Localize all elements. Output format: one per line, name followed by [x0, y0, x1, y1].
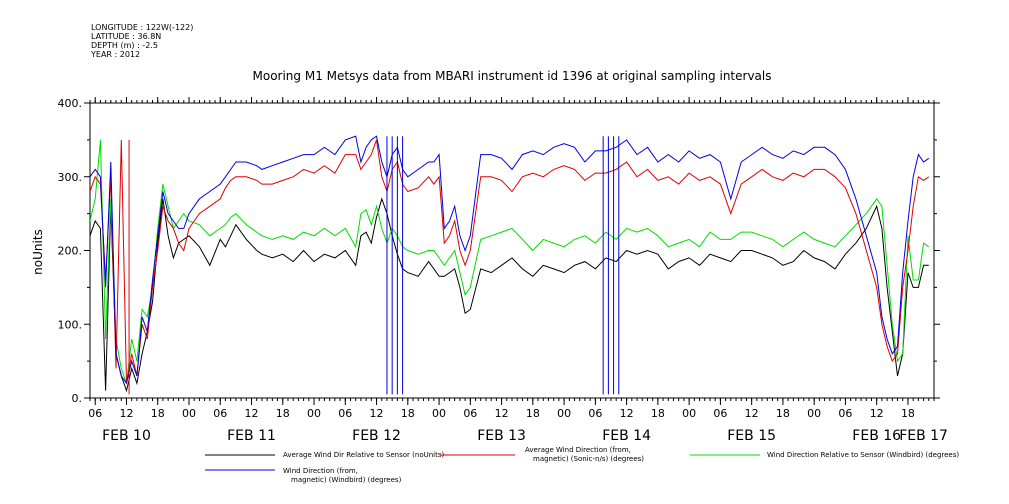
- x-tick-label: 06: [838, 407, 852, 420]
- y-tick-label: 0.: [72, 392, 83, 405]
- legend-label-0: Average Wind Dir Relative to Sensor (noU…: [283, 451, 444, 459]
- x-date-label: FEB 15: [727, 428, 776, 444]
- x-tick-label: 00: [307, 407, 321, 420]
- x-tick-label: 00: [182, 407, 196, 420]
- x-tick-label: 12: [119, 407, 133, 420]
- legend-label-3: Wind Direction (from, magnetic) (Windbird…: [283, 467, 402, 484]
- x-tick-label: 18: [651, 407, 665, 420]
- x-date-label: FEB 10: [102, 428, 151, 444]
- legend-label-line: magnetic) (Sonic-n/s) (degrees): [533, 455, 644, 463]
- x-tick-label: 18: [526, 407, 540, 420]
- x-tick-label: 06: [338, 407, 352, 420]
- x-date-label: FEB 12: [352, 428, 401, 444]
- x-tick-label: 06: [463, 407, 477, 420]
- y-tick-label: 400.: [58, 97, 83, 110]
- x-tick-label: 00: [807, 407, 821, 420]
- series-line-2: [90, 139, 930, 384]
- y-tick-label: 100.: [58, 318, 83, 331]
- x-tick-label: 12: [620, 407, 634, 420]
- series-line-1: [90, 139, 930, 384]
- legend-label-line: Average Wind Direction (from,: [525, 446, 631, 454]
- x-tick-label: 18: [151, 407, 165, 420]
- y-tick-label: 200.: [58, 245, 83, 258]
- x-tick-label: 00: [432, 407, 446, 420]
- x-tick-label: 12: [745, 407, 759, 420]
- plot-area: 0. 100. 200. 300. 400. 06 12 18 00 06 12 18 00 06 12 18…: [58, 97, 948, 444]
- x-tick-label: 18: [901, 407, 915, 420]
- x-date-label: FEB 17: [899, 428, 948, 444]
- legend-label-line: magnetic) (Windbird) (degrees): [291, 476, 402, 484]
- legend-label-1: Average Wind Direction (from, magnetic) (…: [525, 446, 644, 463]
- x-tick-label: 00: [682, 407, 696, 420]
- legend-label-2: Wind Direction Relative to Sensor (Windb…: [767, 451, 959, 459]
- x-date-label: FEB 16: [852, 428, 901, 444]
- x-date-label: FEB 11: [227, 428, 276, 444]
- metadata-line: LATITUDE : 36.8N: [91, 32, 161, 41]
- series-line-0: [90, 197, 929, 393]
- chart-title: Mooring M1 Metsys data from MBARI instru…: [253, 69, 772, 83]
- x-tick-label: 00: [557, 407, 571, 420]
- y-tick-label: 300.: [58, 171, 83, 184]
- x-tick-label: 06: [588, 407, 602, 420]
- x-tick-label: 18: [776, 407, 790, 420]
- x-tick-label: 06: [88, 407, 102, 420]
- legend-label-line: Wind Direction (from,: [283, 467, 358, 475]
- metadata-line: YEAR : 2012: [90, 50, 140, 59]
- plot-frame: [89, 102, 935, 399]
- x-date-label: FEB 13: [477, 428, 526, 444]
- metadata-line: DEPTH (m) : -2.5: [91, 41, 158, 50]
- y-axis-label: noUnits: [31, 229, 45, 275]
- x-tick-label: 12: [870, 407, 884, 420]
- legend: Average Wind Dir Relative to Sensor (noU…: [205, 446, 959, 484]
- x-tick-label: 12: [370, 407, 384, 420]
- series-line-3: [90, 135, 930, 385]
- x-tick-label: 12: [495, 407, 509, 420]
- x-tick-label: 06: [713, 407, 727, 420]
- x-tick-label: 06: [213, 407, 227, 420]
- x-date-label: FEB 14: [602, 428, 651, 444]
- metadata-line: LONGITUDE : 122W(-122): [91, 23, 193, 32]
- x-tick-label: 12: [245, 407, 259, 420]
- chart-metadata: LONGITUDE : 122W(-122)LATITUDE : 36.8NDE…: [90, 23, 193, 59]
- x-tick-label: 18: [276, 407, 290, 420]
- x-tick-label: 18: [401, 407, 415, 420]
- series-group: [90, 135, 930, 395]
